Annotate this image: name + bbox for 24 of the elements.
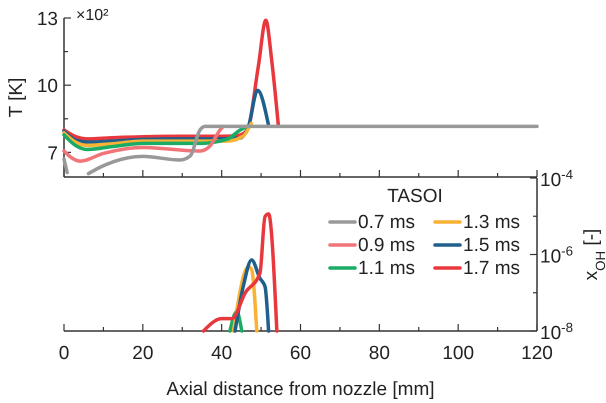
x-tick-label: 100 bbox=[442, 343, 474, 364]
text: 10$^{-8}$ bbox=[540, 320, 573, 344]
legend-label: 1.3 ms bbox=[463, 212, 520, 233]
legend-label: 0.7 ms bbox=[358, 212, 416, 233]
x-tick-label: 80 bbox=[368, 343, 390, 364]
x-axis-title: Axial distance from nozzle [mm] bbox=[166, 379, 435, 400]
x-tick-label: 60 bbox=[290, 343, 312, 364]
legend-label: 0.9 ms bbox=[358, 235, 416, 256]
x-tick-label: 120 bbox=[521, 343, 553, 364]
x-tick-label: 20 bbox=[132, 343, 154, 364]
y-tick-label: 13 bbox=[36, 9, 58, 30]
x-tick-label: 0 bbox=[58, 343, 70, 364]
y-axis-title: T [K] bbox=[6, 78, 27, 118]
legend-label: 1.5 ms bbox=[463, 235, 520, 256]
legend-title: TASOI bbox=[387, 186, 443, 207]
legend-label: 1.1 ms bbox=[358, 258, 416, 279]
line-series bbox=[202, 212, 279, 333]
y-tick-label: 10 bbox=[36, 76, 58, 98]
text: 10$^{-6}$ bbox=[540, 243, 573, 268]
y-tick-label: 7 bbox=[47, 143, 58, 164]
text: 10$^{-4}$ bbox=[540, 166, 573, 191]
x-tick-label: 40 bbox=[211, 343, 232, 364]
annotation: ×10² bbox=[76, 7, 110, 24]
legend-label: 1.7 ms bbox=[463, 258, 520, 279]
